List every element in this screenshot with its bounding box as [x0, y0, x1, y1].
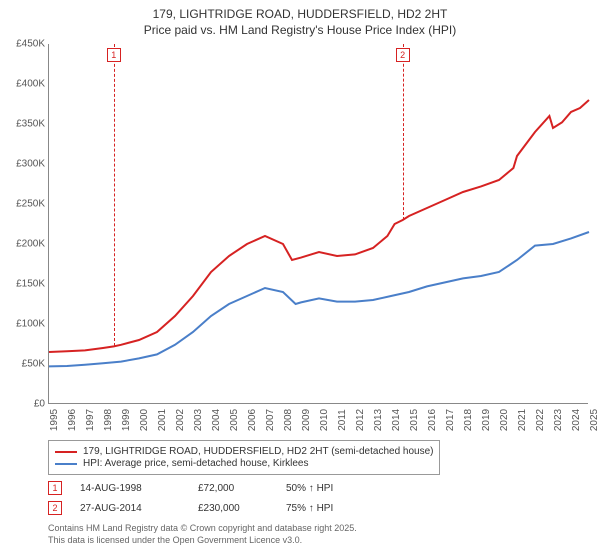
- x-tick-label: 2012: [355, 409, 366, 431]
- plot: £0£50K£100K£150K£200K£250K£300K£350K£400…: [48, 44, 588, 404]
- x-tick-label: 2005: [229, 409, 240, 431]
- x-tick-label: 2020: [499, 409, 510, 431]
- y-tick-label: £450K: [3, 39, 45, 50]
- footer: Contains HM Land Registry data © Crown c…: [48, 523, 588, 546]
- footer-line2: This data is licensed under the Open Gov…: [48, 535, 588, 547]
- chart-lines-svg: [49, 44, 589, 404]
- sale-hpi: 50% ↑ HPI: [286, 483, 333, 494]
- x-tick-label: 2006: [247, 409, 258, 431]
- sale-date: 14-AUG-1998: [80, 483, 180, 494]
- x-tick-label: 2022: [535, 409, 546, 431]
- legend-panel: 179, LIGHTRIDGE ROAD, HUDDERSFIELD, HD2 …: [48, 440, 588, 546]
- legend-label: HPI: Average price, semi-detached house,…: [83, 458, 309, 469]
- x-tick-label: 2019: [481, 409, 492, 431]
- series-price_paid: [49, 100, 589, 352]
- x-tick-label: 1998: [103, 409, 114, 431]
- legend-swatch: [55, 451, 77, 453]
- sale-marker-icon: 2: [48, 501, 62, 515]
- x-tick-label: 2014: [391, 409, 402, 431]
- sale-row: 2 27-AUG-2014 £230,000 75% ↑ HPI: [48, 501, 588, 515]
- title-block: 179, LIGHTRIDGE ROAD, HUDDERSFIELD, HD2 …: [0, 0, 600, 38]
- x-tick-label: 2011: [337, 409, 348, 431]
- sale-price: £72,000: [198, 483, 268, 494]
- x-tick-label: 2025: [589, 409, 600, 431]
- x-tick-label: 2000: [139, 409, 150, 431]
- x-tick-label: 2001: [157, 409, 168, 431]
- legend-swatch: [55, 463, 77, 465]
- sale-marker-line: [114, 44, 115, 346]
- title-line2: Price paid vs. HM Land Registry's House …: [0, 22, 600, 38]
- x-tick-label: 2017: [445, 409, 456, 431]
- x-tick-label: 1997: [85, 409, 96, 431]
- y-tick-label: £350K: [3, 119, 45, 130]
- sale-marker-box: 2: [396, 48, 410, 62]
- x-tick-label: 2013: [373, 409, 384, 431]
- footer-line1: Contains HM Land Registry data © Crown c…: [48, 523, 588, 535]
- x-tick-label: 2003: [193, 409, 204, 431]
- x-tick-label: 1999: [121, 409, 132, 431]
- sale-marker-box: 1: [107, 48, 121, 62]
- x-tick-label: 2009: [301, 409, 312, 431]
- y-tick-label: £300K: [3, 159, 45, 170]
- legend-label: 179, LIGHTRIDGE ROAD, HUDDERSFIELD, HD2 …: [83, 446, 433, 457]
- x-tick-label: 2021: [517, 409, 528, 431]
- y-tick-label: £100K: [3, 319, 45, 330]
- x-tick-label: 2018: [463, 409, 474, 431]
- x-tick-label: 2010: [319, 409, 330, 431]
- x-tick-label: 2002: [175, 409, 186, 431]
- sale-marker-icon: 1: [48, 481, 62, 495]
- legend-box: 179, LIGHTRIDGE ROAD, HUDDERSFIELD, HD2 …: [48, 440, 440, 475]
- legend-row: HPI: Average price, semi-detached house,…: [55, 458, 433, 469]
- x-tick-label: 2024: [571, 409, 582, 431]
- x-tick-label: 2023: [553, 409, 564, 431]
- sale-marker-line: [403, 44, 404, 220]
- x-tick-label: 2016: [427, 409, 438, 431]
- sales-block: 1 14-AUG-1998 £72,000 50% ↑ HPI 2 27-AUG-2014…: [48, 481, 588, 515]
- y-tick-label: £200K: [3, 239, 45, 250]
- y-tick-label: £0: [3, 399, 45, 410]
- x-tick-label: 2008: [283, 409, 294, 431]
- chart-area: £0£50K£100K£150K£200K£250K£300K£350K£400…: [48, 44, 588, 404]
- y-tick-label: £150K: [3, 279, 45, 290]
- title-line1: 179, LIGHTRIDGE ROAD, HUDDERSFIELD, HD2 …: [0, 6, 600, 22]
- sale-date: 27-AUG-2014: [80, 503, 180, 514]
- x-tick-label: 2015: [409, 409, 420, 431]
- x-tick-label: 2007: [265, 409, 276, 431]
- y-tick-label: £400K: [3, 79, 45, 90]
- y-tick-label: £50K: [3, 359, 45, 370]
- sale-row: 1 14-AUG-1998 £72,000 50% ↑ HPI: [48, 481, 588, 495]
- x-tick-label: 2004: [211, 409, 222, 431]
- legend-row: 179, LIGHTRIDGE ROAD, HUDDERSFIELD, HD2 …: [55, 446, 433, 457]
- chart-container: 179, LIGHTRIDGE ROAD, HUDDERSFIELD, HD2 …: [0, 0, 600, 560]
- x-tick-label: 1996: [67, 409, 78, 431]
- sale-hpi: 75% ↑ HPI: [286, 503, 333, 514]
- sale-price: £230,000: [198, 503, 268, 514]
- y-tick-label: £250K: [3, 199, 45, 210]
- x-tick-label: 1995: [49, 409, 60, 431]
